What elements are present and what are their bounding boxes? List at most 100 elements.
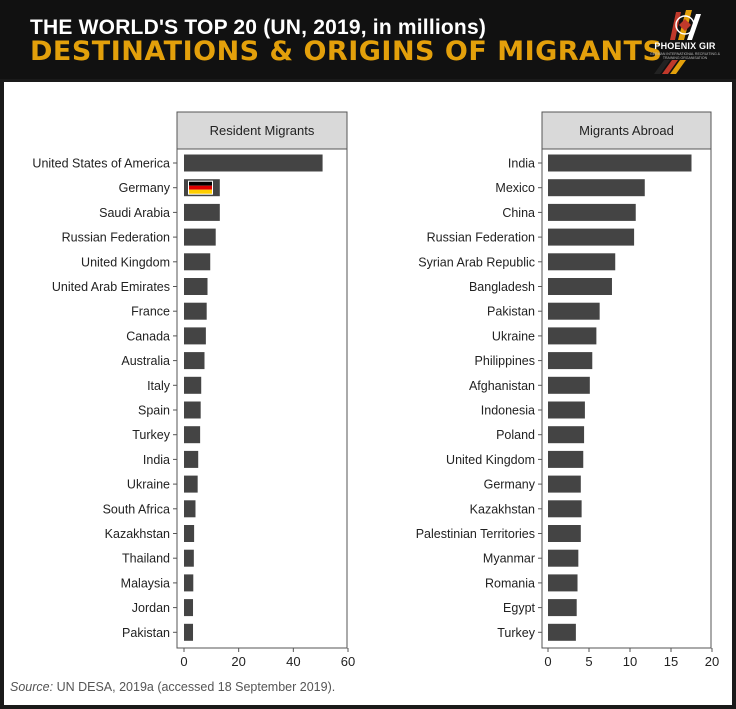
abroad-bar (548, 327, 597, 345)
abroad-bar (548, 278, 612, 295)
resident-x-tick-label: 0 (180, 654, 187, 669)
resident-bar (184, 401, 201, 419)
source-label: Source: (10, 680, 54, 694)
abroad-bar (548, 253, 616, 271)
abroad-category-label: China (502, 206, 535, 220)
resident-bar (184, 450, 199, 468)
logo-subtext: GERMAN INTERNATIONAL RECRUITING & TRAINI… (650, 52, 721, 60)
abroad-plot-frame (541, 148, 712, 649)
abroad-bar (548, 500, 582, 518)
resident-bar (184, 302, 207, 320)
abroad-category-label: Bangladesh (469, 280, 535, 294)
abroad-category-label: Philippines (475, 354, 535, 368)
resident-x-tick-label: 20 (231, 654, 245, 669)
resident-bar (184, 549, 194, 567)
resident-category-label: Italy (147, 379, 171, 393)
phoenix-logo-icon (670, 10, 701, 40)
resident-bar (184, 228, 216, 246)
resident-category-label: Kazakhstan (105, 527, 170, 541)
resident-bar (184, 500, 196, 518)
abroad-x-tick-label: 10 (623, 654, 637, 669)
abroad-category-label: Romania (485, 576, 535, 590)
resident-category-label: Spain (138, 404, 170, 418)
resident-bar (184, 599, 194, 617)
abroad-bar (548, 623, 576, 641)
abroad-bar (548, 574, 578, 592)
abroad-facet-title: Migrants Abroad (579, 123, 674, 138)
abroad-bar (548, 302, 600, 320)
resident-category-label: Australia (121, 354, 170, 368)
resident-category-label: Russian Federation (62, 231, 170, 245)
resident-plot-frame (176, 148, 348, 649)
resident-category-label: Turkey (132, 428, 170, 442)
abroad-category-label: Pakistan (487, 305, 535, 319)
resident-category-label: Saudi Arabia (99, 206, 170, 220)
resident-bar (184, 574, 194, 592)
abroad-x-tick-label: 20 (705, 654, 719, 669)
abroad-category-label: United Kingdom (446, 453, 535, 467)
abroad-bar (548, 450, 584, 468)
resident-bar (184, 203, 220, 221)
title-line-1: THE WORLD'S TOP 20 (UN, 2019, in million… (30, 16, 487, 39)
abroad-category-label: India (508, 157, 535, 171)
resident-category-label: Germany (119, 181, 171, 195)
resident-category-label: Jordan (132, 601, 170, 615)
resident-bar (184, 352, 205, 370)
abroad-category-label: Kazakhstan (470, 502, 535, 516)
abroad-x-tick-label: 15 (664, 654, 678, 669)
resident-category-label: United Kingdom (81, 255, 170, 269)
germany-flag-red-stripe (189, 185, 212, 190)
abroad-category-label: Myanmar (483, 552, 535, 566)
abroad-bar (548, 203, 636, 221)
resident-bar (184, 154, 323, 172)
abroad-bar (548, 401, 585, 419)
resident-category-label: India (143, 453, 170, 467)
abroad-bar (548, 154, 692, 172)
abroad-x-tick-label: 5 (585, 654, 592, 669)
abroad-bar (548, 599, 577, 617)
abroad-category-label: Turkey (497, 626, 535, 640)
abroad-category-label: Russian Federation (427, 231, 535, 245)
abroad-bar (548, 352, 593, 370)
abroad-bar (548, 525, 581, 542)
abroad-category-label: Egypt (503, 601, 535, 615)
abroad-bar (548, 549, 579, 567)
resident-bar (184, 327, 206, 345)
abroad-category-label: Indonesia (481, 404, 535, 418)
resident-bar (184, 475, 198, 493)
abroad-category-label: Palestinian Territories (416, 527, 535, 541)
resident-category-label: Ukraine (127, 478, 170, 492)
resident-bar (184, 623, 194, 641)
resident-category-label: Thailand (122, 552, 170, 566)
abroad-facet-strip (541, 111, 712, 150)
germany-flag-black-stripe (189, 181, 212, 186)
resident-facet-title: Resident Migrants (210, 123, 315, 138)
resident-bar (184, 426, 201, 444)
resident-category-label: Malaysia (121, 576, 170, 590)
abroad-bar (548, 228, 635, 246)
abroad-category-label: Ukraine (492, 329, 535, 343)
resident-category-label: Canada (126, 329, 170, 343)
title-line-2: DESTINATIONS & ORIGINS OF MIGRANTS (30, 36, 663, 67)
resident-category-label: United Arab Emirates (52, 280, 170, 294)
resident-facet-strip (176, 111, 348, 150)
abroad-bar (548, 179, 645, 197)
resident-category-label: United States of America (32, 157, 170, 171)
resident-x-tick-label: 40 (286, 654, 300, 669)
phoenix-logo: PHOENIX GIR GERMAN INTERNATIONAL RECRUIT… (650, 8, 720, 74)
resident-category-label: Pakistan (122, 626, 170, 640)
abroad-category-label: Syrian Arab Republic (418, 255, 535, 269)
resident-bar (184, 376, 202, 394)
source-note: Source: UN DESA, 2019a (accessed 18 Sept… (10, 680, 335, 694)
resident-bar (184, 525, 195, 542)
abroad-category-label: Poland (496, 428, 535, 442)
abroad-category-label: Mexico (495, 181, 535, 195)
abroad-category-label: Germany (484, 478, 536, 492)
abroad-x-tick-label: 0 (544, 654, 551, 669)
germany-flag-gold-stripe (189, 189, 212, 194)
abroad-bar (548, 376, 590, 394)
resident-category-label: South Africa (103, 502, 170, 516)
abroad-bar (548, 426, 585, 444)
abroad-category-label: Afghanistan (469, 379, 535, 393)
